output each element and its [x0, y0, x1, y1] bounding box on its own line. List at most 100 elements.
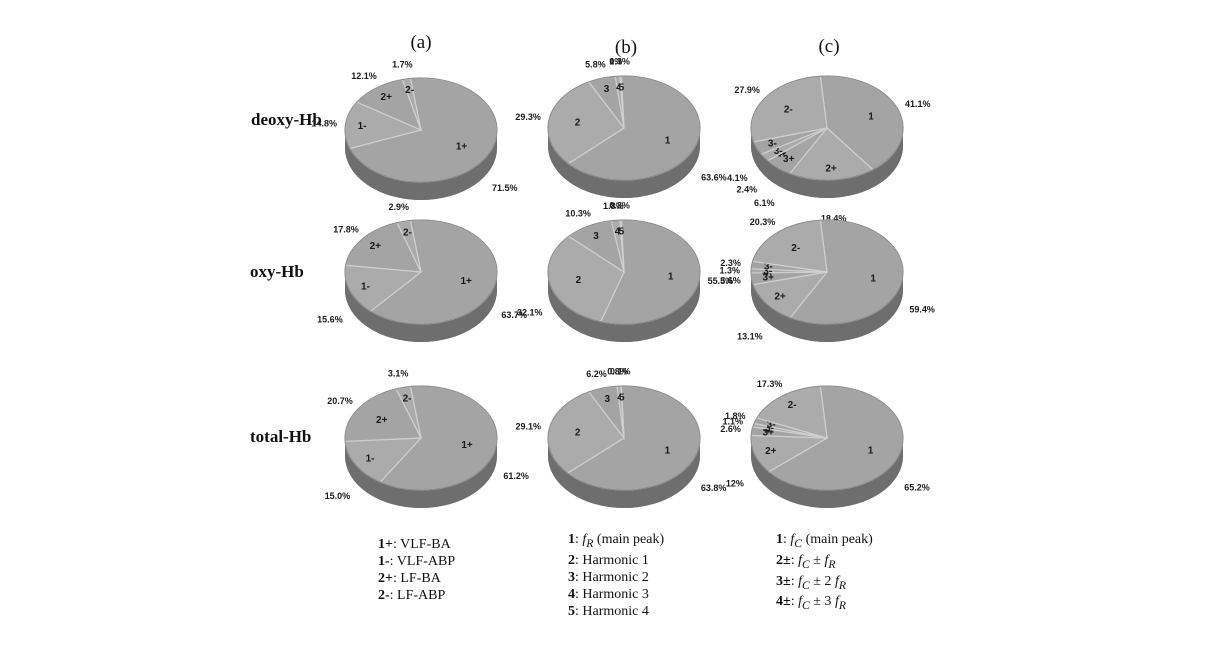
slice-percent: 2.3%	[720, 258, 741, 268]
slice-percent: 61.2%	[503, 471, 529, 481]
slice-percent: 18.4%	[821, 213, 847, 223]
slice-percent: 0.1%	[610, 366, 631, 376]
pie-top-rim	[750, 75, 904, 181]
pie-top-rim	[547, 75, 701, 181]
legend-a: 1+: VLF-BA 1-: VLF-ABP 2+: LF-BA 2-: LF-ABP	[378, 536, 455, 604]
slice-percent: 12.1%	[351, 71, 377, 81]
slice-label: 2+	[370, 241, 382, 252]
slice-percent: 59.4%	[909, 305, 935, 315]
slice-percent: 29.1%	[515, 421, 541, 431]
pie-c-deoxy-Hb: 141.1%2+18.4%3+6.1%4+4-3-2.4%3-4.1%2-27.…	[727, 75, 931, 223]
slice-percent: 71.5%	[492, 183, 518, 193]
slice-percent: 2.4%	[737, 185, 758, 195]
slice-percent: 14.8%	[311, 118, 337, 128]
column-title-c: (c)	[818, 36, 839, 57]
pie-side	[751, 272, 903, 342]
slice-label: 1-	[358, 121, 367, 132]
slice-percent: 29.3%	[515, 112, 541, 122]
slice-label: 2	[575, 427, 581, 438]
slice-percent: 63.6%	[701, 172, 727, 182]
pie-top-rim	[344, 77, 498, 183]
slice-percent: 63.8%	[701, 483, 727, 493]
slice-label: 5	[619, 226, 625, 237]
slice-label: 5	[619, 82, 625, 93]
slice-label: 2+	[376, 415, 388, 426]
slice-percent: 1%	[609, 57, 622, 67]
legend-item: 2+: LF-BA	[378, 571, 441, 586]
slice-percent: 1.7%	[392, 60, 413, 70]
pie-side	[548, 128, 700, 198]
slice-percent: 55.5%	[708, 276, 734, 286]
row-label-total: total-Hb	[250, 427, 311, 446]
pie-a-oxy-Hb: 1+ 63.7% 1- 15.6% 2+ 17.8% 2- 2.9%	[317, 202, 527, 342]
legend-item: 1-: VLF-ABP	[378, 554, 456, 569]
slice-label: 3	[604, 394, 610, 405]
slice-label: 3+	[763, 272, 775, 283]
slice-percent: 0.3%	[609, 57, 630, 67]
legend-item: 2-: LF-ABP	[378, 588, 446, 603]
legend-item: 5: Harmonic 4	[568, 603, 649, 619]
slice-percent: 63.7%	[501, 310, 527, 320]
slice-label: 1	[665, 446, 671, 457]
legend-item: 2: Harmonic 1	[568, 552, 649, 568]
pie-top-rim	[547, 385, 701, 491]
slice-label: 4	[615, 227, 621, 238]
slice-percent: 20.3%	[750, 217, 776, 227]
slice-percent: 41.1%	[905, 99, 931, 109]
pie-top-rim	[547, 219, 701, 325]
slice-percent: 17.8%	[333, 225, 359, 235]
slice-label: 2+	[765, 446, 777, 457]
slice-label: 1	[668, 271, 674, 282]
slice-label: 2-	[784, 105, 793, 116]
pie-side	[548, 272, 700, 342]
slice-percent: 32.1%	[517, 308, 543, 318]
slice-label: 1	[665, 135, 671, 146]
slice-label: 1+	[456, 141, 468, 152]
pie-top-rim	[750, 219, 904, 325]
slice-percent: 1.1%	[722, 417, 743, 427]
slice-percent: 3.6%	[720, 276, 741, 286]
column-title-b: (b)	[615, 37, 637, 58]
slice-percent: 1.3%	[719, 265, 740, 275]
slice-percent: 6.1%	[754, 198, 775, 208]
slice-percent: 65.2%	[904, 482, 930, 492]
slice-percent: 3.1%	[388, 368, 409, 378]
legend-item: 1: fR (main peak)	[568, 532, 665, 550]
slice-label: 2-	[403, 228, 412, 239]
pie-side	[751, 128, 903, 198]
pie-grid: 1+ 71.5% 1- 14.8% 2+ 12.1% 2- 1.7% 1 63.6% 2 29.3% 3…	[311, 57, 935, 508]
slice-label: 2+	[774, 292, 786, 303]
pie-top-rim	[344, 219, 498, 325]
pie-side	[751, 438, 903, 508]
slice-label: 1+	[460, 276, 472, 287]
slice-label: 2-	[403, 394, 412, 405]
pie-b-oxy-Hb: 1 55.5% 2 32.1% 3 10.3% 4 1.8% 5 0.3%	[517, 201, 733, 342]
slice-percent: 2.9%	[388, 202, 409, 212]
slice-label: 3	[604, 84, 610, 95]
slice-label: 2-	[791, 243, 800, 254]
pie-b-total-Hb: 1 63.8% 2 29.1% 3 6.2% 4 0.8% 5 0.1%	[515, 366, 726, 508]
pie-side	[345, 438, 497, 508]
slice-label: 4	[617, 393, 623, 404]
pie-c-oxy-Hb: 159.4%2+13.1%3+3.6%4+4-3-1.3%3-2.3%2-20.…	[719, 217, 935, 342]
slice-percent: 1.8%	[725, 411, 746, 421]
pie-side	[345, 272, 497, 342]
column-title-a: (a)	[410, 32, 431, 53]
slice-label: 3-	[765, 423, 774, 434]
slice-percent: 13.1%	[737, 332, 763, 342]
slice-percent: 0.3%	[609, 201, 630, 211]
pie-a-deoxy-Hb: 1+ 71.5% 1- 14.8% 2+ 12.1% 2- 1.7%	[311, 60, 518, 200]
pie-a-total-Hb: 1+ 61.2% 1- 15.0% 2+ 20.7% 2- 3.1%	[325, 368, 529, 508]
slice-label: 3+	[763, 428, 775, 439]
slice-label: 1	[870, 274, 876, 285]
legend-item: 4: Harmonic 3	[568, 586, 649, 602]
slice-percent: 0.8%	[607, 367, 628, 377]
slice-label: 1+	[461, 440, 473, 451]
slice-percent: 2.6%	[720, 424, 741, 434]
slice-percent: 15.0%	[325, 491, 351, 501]
legend-item: 3±: fC ± 2 fR	[776, 573, 846, 592]
slice-percent: 4.1%	[727, 173, 748, 183]
legend-item: 4±: fC ± 3 fR	[776, 594, 846, 613]
legend-item: 1+: VLF-BA	[378, 537, 451, 552]
